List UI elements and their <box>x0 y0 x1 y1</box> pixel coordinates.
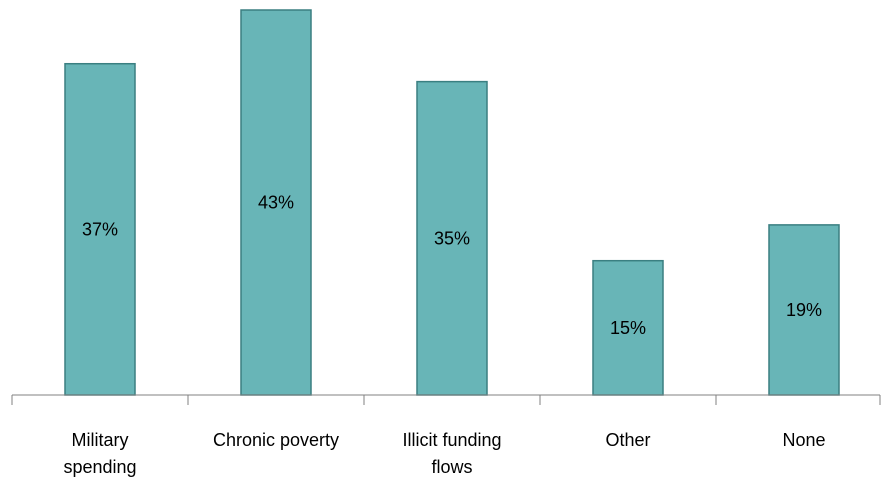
x-tick-label-4: Other <box>605 430 650 450</box>
x-tick-label-line: spending <box>63 457 136 477</box>
bar-4 <box>592 259 664 396</box>
bar-3 <box>416 80 488 396</box>
x-tick-labels-layer: Military spending Chronic poverty Illicit f… <box>63 430 825 477</box>
x-tick-label-line: flows <box>431 457 472 477</box>
data-label-2: 43% <box>258 193 294 213</box>
x-tick-label-1: Military spending <box>63 430 136 477</box>
data-label-3: 35% <box>434 228 470 248</box>
x-tick-label-line: Chronic poverty <box>213 430 339 450</box>
data-label-4: 15% <box>610 318 646 338</box>
x-tick-label-3: Illicit funding flows <box>402 430 501 477</box>
bar-2 <box>240 9 312 396</box>
x-tick-label-line: Other <box>605 430 650 450</box>
data-label-5: 19% <box>786 300 822 320</box>
x-tick-label-2: Chronic poverty <box>213 430 339 450</box>
bars-layer <box>64 9 840 396</box>
x-axis <box>11 394 881 405</box>
data-label-1: 37% <box>82 219 118 239</box>
x-tick-label-line: Illicit funding <box>402 430 501 450</box>
data-labels-layer: 37% 43% 35% 15% 19% <box>82 193 822 338</box>
x-tick-label-5: None <box>782 430 825 450</box>
bar-1 <box>64 62 136 396</box>
x-tick-label-line: None <box>782 430 825 450</box>
x-tick-label-line: Military <box>72 430 129 450</box>
